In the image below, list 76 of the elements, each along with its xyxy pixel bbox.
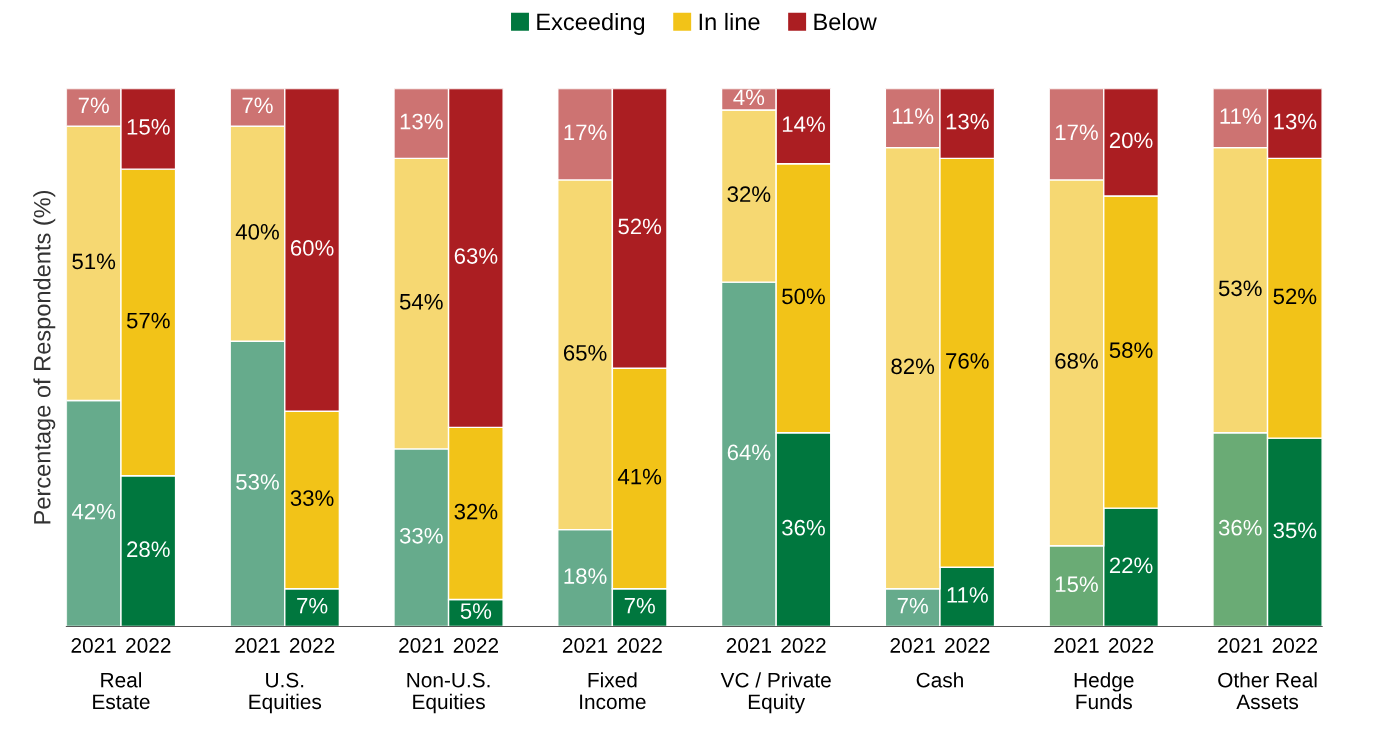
data-label: 57% bbox=[126, 312, 170, 329]
data-label: 58% bbox=[1109, 342, 1153, 359]
data-label: 64% bbox=[727, 444, 771, 461]
data-label: 13% bbox=[400, 113, 443, 130]
data-label: 32% bbox=[727, 186, 771, 203]
data-label: 28% bbox=[127, 541, 170, 558]
data-label: 17% bbox=[564, 124, 607, 141]
data-label: 18% bbox=[564, 568, 607, 584]
data-label: 36% bbox=[782, 519, 825, 536]
data-label: 14% bbox=[782, 116, 825, 132]
text: Other Real Assets bbox=[1218, 672, 1317, 710]
data-label: 41% bbox=[617, 468, 662, 485]
text: Fixed Income bbox=[580, 672, 646, 710]
text: U.S. Equities bbox=[249, 672, 322, 714]
data-label: 42% bbox=[71, 503, 116, 520]
data-label: 54% bbox=[399, 293, 443, 310]
x-tick-label: 2022 bbox=[1272, 638, 1317, 653]
x-tick-label: 2021 bbox=[1218, 638, 1263, 653]
data-label: 33% bbox=[290, 490, 334, 506]
x-tick-label: 2022 bbox=[126, 638, 171, 653]
data-label: 7% bbox=[624, 597, 655, 614]
x-tick-label: 2021 bbox=[399, 638, 444, 653]
text: VC / Private Equity bbox=[720, 672, 831, 714]
data-label: 7% bbox=[897, 597, 928, 614]
text: Real Estate bbox=[93, 672, 150, 710]
data-label: 60% bbox=[290, 240, 334, 256]
x-tick-label: 2022 bbox=[453, 638, 498, 653]
x-tick-label: 2021 bbox=[890, 638, 935, 653]
data-label: 13% bbox=[946, 113, 989, 130]
data-label: 15% bbox=[1055, 576, 1098, 593]
data-label: 63% bbox=[454, 248, 498, 264]
x-tick-label: 2021 bbox=[71, 638, 116, 653]
x-tick-label: 2022 bbox=[617, 638, 662, 653]
data-label: 36% bbox=[1218, 519, 1262, 536]
data-label: 11% bbox=[1220, 108, 1261, 124]
data-label: 51% bbox=[72, 253, 116, 270]
legend-label: Exceeding bbox=[537, 12, 645, 35]
data-label: 4% bbox=[733, 89, 765, 106]
data-label: 20% bbox=[1109, 132, 1153, 149]
data-label: 11% bbox=[892, 108, 934, 124]
x-tick-label: 2021 bbox=[726, 638, 772, 653]
text: Cash bbox=[916, 672, 963, 688]
data-label: 13% bbox=[1274, 113, 1317, 130]
data-label: 5% bbox=[460, 603, 492, 619]
x-tick-label: 2021 bbox=[235, 638, 280, 653]
data-label: 68% bbox=[1055, 353, 1098, 369]
x-tick-label: 2022 bbox=[289, 638, 335, 653]
x-tick-label: 2022 bbox=[781, 638, 826, 653]
text: Hedge Funds bbox=[1074, 672, 1134, 710]
data-label: 53% bbox=[1218, 280, 1262, 297]
legend-label: In line bbox=[699, 12, 760, 31]
data-label: 76% bbox=[946, 353, 989, 369]
legend-label: Below bbox=[814, 12, 877, 31]
data-label: 32% bbox=[454, 503, 498, 520]
x-tick-label: 2022 bbox=[945, 638, 990, 653]
x-tick-label: 2021 bbox=[562, 638, 608, 653]
data-label: 7% bbox=[78, 97, 109, 114]
data-label: 17% bbox=[1055, 124, 1098, 141]
data-label: 50% bbox=[782, 288, 825, 305]
data-label: 33% bbox=[399, 527, 443, 544]
data-label: 40% bbox=[235, 223, 279, 240]
x-tick-label: 2021 bbox=[1054, 638, 1099, 653]
data-label: 35% bbox=[1273, 522, 1317, 539]
data-label: 52% bbox=[1273, 288, 1317, 305]
x-tick-label: 2022 bbox=[1108, 638, 1154, 653]
data-label: 22% bbox=[1109, 557, 1153, 574]
data-label: 15% bbox=[127, 119, 170, 135]
data-label: 7% bbox=[242, 97, 273, 114]
data-label: 65% bbox=[563, 344, 607, 361]
data-label: 7% bbox=[297, 597, 328, 614]
text: Non-U.S. Equities bbox=[407, 672, 490, 714]
data-label: 82% bbox=[891, 358, 935, 375]
data-label: 11% bbox=[947, 587, 988, 603]
y-axis-title: Percentage of Respondents (%) bbox=[33, 190, 56, 524]
data-label: 53% bbox=[236, 474, 279, 490]
data-label: 52% bbox=[618, 218, 662, 235]
